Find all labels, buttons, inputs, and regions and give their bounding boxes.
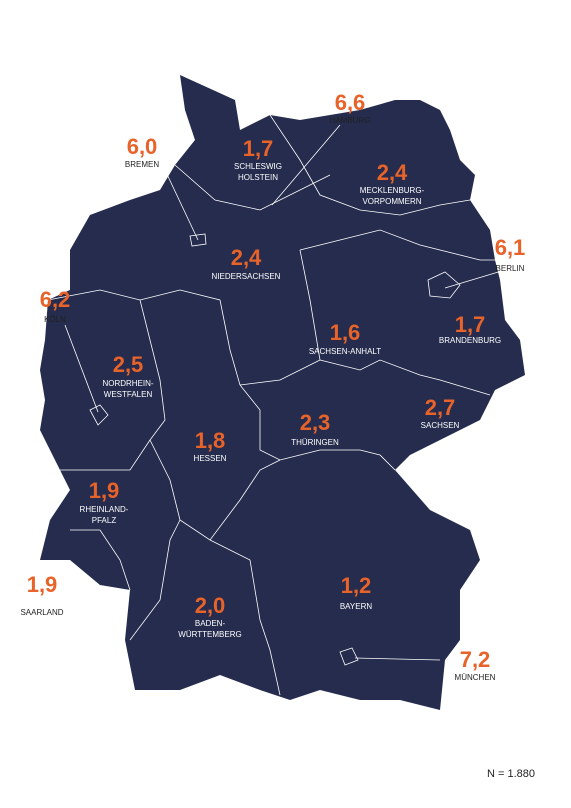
region-value: 6,6: [335, 90, 366, 115]
region-value: 2,5: [113, 352, 144, 377]
region-value: 1,8: [195, 428, 226, 453]
region-value: 2,4: [377, 160, 408, 185]
region-value: 2,4: [231, 245, 262, 270]
region-label: PFALZ: [92, 516, 117, 525]
region-label: BERLIN: [496, 264, 525, 273]
region-label: RHEINLAND-: [80, 505, 129, 514]
region-value: 1,9: [89, 478, 120, 503]
region-label: BAYERN: [340, 602, 373, 611]
region-value: 1,7: [243, 136, 274, 161]
region-value: 1,2: [341, 573, 372, 598]
region-value: 6,2: [40, 287, 71, 312]
region-label: HAMBURG: [330, 116, 371, 125]
region-value: 7,2: [460, 647, 491, 672]
region-value: 1,7: [455, 312, 486, 337]
region-value: 6,1: [495, 235, 526, 260]
region-label: SACHSEN: [421, 421, 460, 430]
region-label: KÖLN: [44, 315, 66, 324]
region-label: BREMEN: [125, 160, 159, 169]
region-label: MECKLENBURG-: [360, 186, 425, 195]
region-value: 6,0: [127, 134, 158, 159]
region-label: NORDRHEIN-: [102, 379, 153, 388]
region-label: SCHLESWIG: [234, 162, 282, 171]
region-label: WÜRTTEMBERG: [178, 630, 241, 639]
region-label: SAARLAND: [20, 608, 63, 617]
state-borders: [47, 114, 495, 696]
footnote: N = 1.880: [487, 768, 535, 780]
region-value: 2,7: [425, 395, 456, 420]
region-label: BRANDENBURG: [439, 336, 501, 345]
region-label: NIEDERSACHSEN: [212, 272, 281, 281]
leader-lines: [64, 124, 506, 661]
region-label: HESSEN: [194, 454, 227, 463]
region-label: HOLSTEIN: [238, 173, 278, 182]
region-value: 1,9: [27, 572, 58, 597]
region-value: 1,6: [330, 320, 361, 345]
region-label: SACHSEN-ANHALT: [309, 347, 381, 356]
region-label: VORPOMMERN: [362, 197, 421, 206]
germany-shape: [40, 75, 525, 710]
region-label: WESTFALEN: [104, 390, 153, 399]
region-value: 2,0: [195, 593, 226, 618]
region-label: THÜRINGEN: [291, 438, 339, 447]
region-value: 2,3: [300, 410, 331, 435]
region-label: MÜNCHEN: [455, 673, 496, 682]
region-label: BADEN-: [195, 619, 226, 628]
